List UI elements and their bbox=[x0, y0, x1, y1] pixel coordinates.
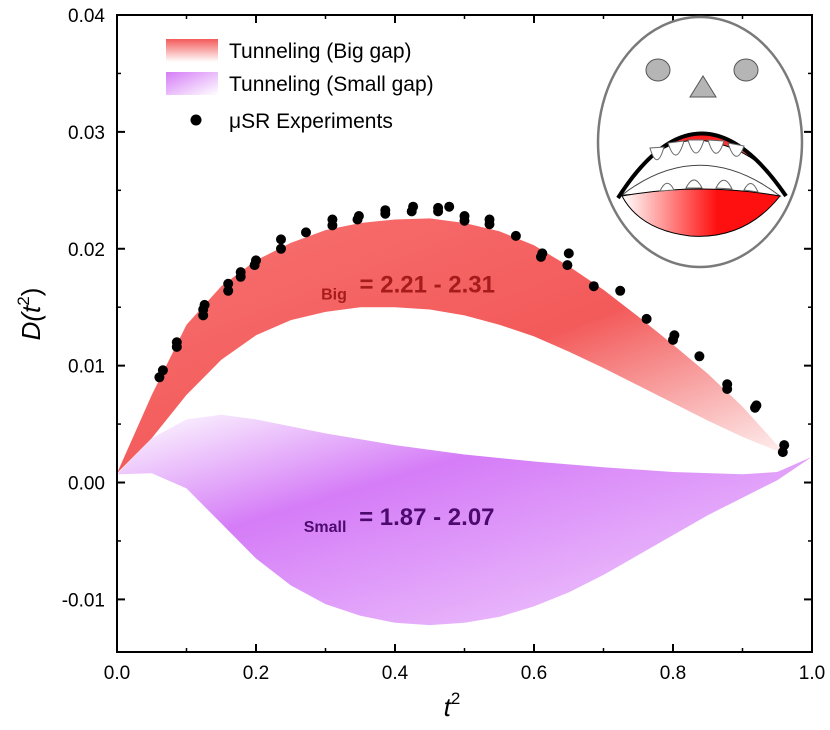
usr-data-point bbox=[779, 440, 790, 451]
y-axis-title-base: D(t bbox=[16, 304, 46, 340]
small-gap-annotation: Small = 1.87 - 2.07 bbox=[304, 504, 495, 538]
usr-data-point bbox=[510, 230, 521, 241]
usr-data-point bbox=[408, 201, 419, 212]
usr-data-point bbox=[353, 211, 364, 221]
small-gap-band bbox=[117, 414, 812, 626]
x-tick-label: 0.6 bbox=[521, 663, 547, 684]
big-gap-annotation-value: = 2.21 - 2.31 bbox=[360, 271, 495, 298]
legend-label-big: Tunneling (Big gap) bbox=[229, 40, 412, 63]
left-eye bbox=[645, 58, 671, 82]
usr-data-point bbox=[669, 330, 680, 341]
usr-data-point bbox=[171, 337, 182, 348]
usr-data-point bbox=[223, 285, 234, 296]
usr-points bbox=[154, 201, 790, 458]
usr-data-point bbox=[223, 278, 234, 289]
nose bbox=[689, 75, 717, 98]
usr-data-point bbox=[484, 214, 495, 225]
big-gap-annotation-label: Big bbox=[321, 286, 347, 303]
y-tick-label: 0.01 bbox=[68, 357, 105, 378]
lower-teeth bbox=[659, 179, 759, 193]
y-axis-title: D(t2) bbox=[14, 288, 46, 341]
usr-data-point bbox=[751, 400, 762, 411]
usr-data-point bbox=[327, 214, 338, 225]
usr-data-point bbox=[694, 351, 705, 362]
usr-data-point bbox=[433, 202, 444, 213]
x-tick-label: 0.0 bbox=[104, 663, 130, 684]
x-axis-title-base: t bbox=[444, 692, 453, 722]
small-gap-annotation-value: = 1.87 - 2.07 bbox=[359, 504, 494, 531]
lower-lip bbox=[621, 188, 781, 237]
usr-data-point bbox=[459, 211, 470, 221]
legend-marker-points bbox=[190, 114, 202, 126]
usr-data-point bbox=[562, 260, 573, 271]
legend-label-small: Tunneling (Small gap) bbox=[229, 73, 434, 96]
legend: Tunneling (Big gap) Tunneling (Small gap… bbox=[166, 39, 434, 133]
usr-data-point bbox=[276, 234, 286, 245]
x-tick-label: 0.8 bbox=[660, 663, 686, 684]
legend-swatch-small bbox=[166, 72, 218, 95]
y-tick-label: 0.00 bbox=[68, 474, 105, 495]
y-tick-label: 0.03 bbox=[68, 123, 105, 144]
usr-data-point bbox=[537, 248, 548, 259]
right-eye bbox=[733, 58, 759, 82]
y-tick-label: -0.01 bbox=[62, 590, 105, 611]
usr-data-point bbox=[157, 365, 168, 376]
usr-data-point bbox=[722, 379, 733, 390]
usr-data-point bbox=[235, 267, 246, 278]
y-tick-label: 0.04 bbox=[68, 6, 105, 27]
big-gap-band bbox=[117, 218, 792, 474]
legend-label-points: μSR Experiments bbox=[229, 110, 393, 133]
y-axis-title-end: ) bbox=[16, 288, 46, 297]
x-tick-label: 0.2 bbox=[243, 663, 269, 684]
x-tick-label: 0.4 bbox=[382, 663, 409, 684]
x-axis-ticks: 0.0 0.2 0.4 0.6 0.8 1.0 bbox=[104, 15, 825, 684]
usr-data-point bbox=[588, 281, 599, 292]
usr-data-point bbox=[641, 313, 652, 324]
big-gap-annotation: Big = 2.21 - 2.31 bbox=[321, 271, 495, 305]
legend-swatch-big bbox=[166, 39, 218, 62]
x-axis-title-sup: 2 bbox=[451, 689, 460, 708]
face-inset bbox=[596, 15, 804, 269]
small-gap-annotation-label: Small bbox=[304, 519, 347, 536]
upper-teeth bbox=[649, 139, 745, 161]
usr-data-point bbox=[380, 205, 391, 216]
y-tick-label: 0.02 bbox=[68, 240, 105, 261]
x-axis-title: t2 bbox=[444, 689, 461, 722]
usr-data-point bbox=[276, 243, 286, 254]
usr-data-point bbox=[563, 248, 574, 259]
y-axis-ticks: -0.01 0.00 0.01 0.02 0.03 0.04 bbox=[62, 6, 812, 611]
x-tick-label: 1.0 bbox=[799, 663, 825, 684]
usr-data-point bbox=[301, 227, 311, 238]
y-axis-title-sup: 2 bbox=[14, 296, 33, 305]
usr-data-point bbox=[199, 299, 210, 310]
usr-data-point bbox=[615, 285, 626, 296]
upper-lip-edge bbox=[616, 131, 788, 200]
usr-data-point bbox=[251, 255, 261, 266]
usr-data-point bbox=[444, 201, 455, 212]
